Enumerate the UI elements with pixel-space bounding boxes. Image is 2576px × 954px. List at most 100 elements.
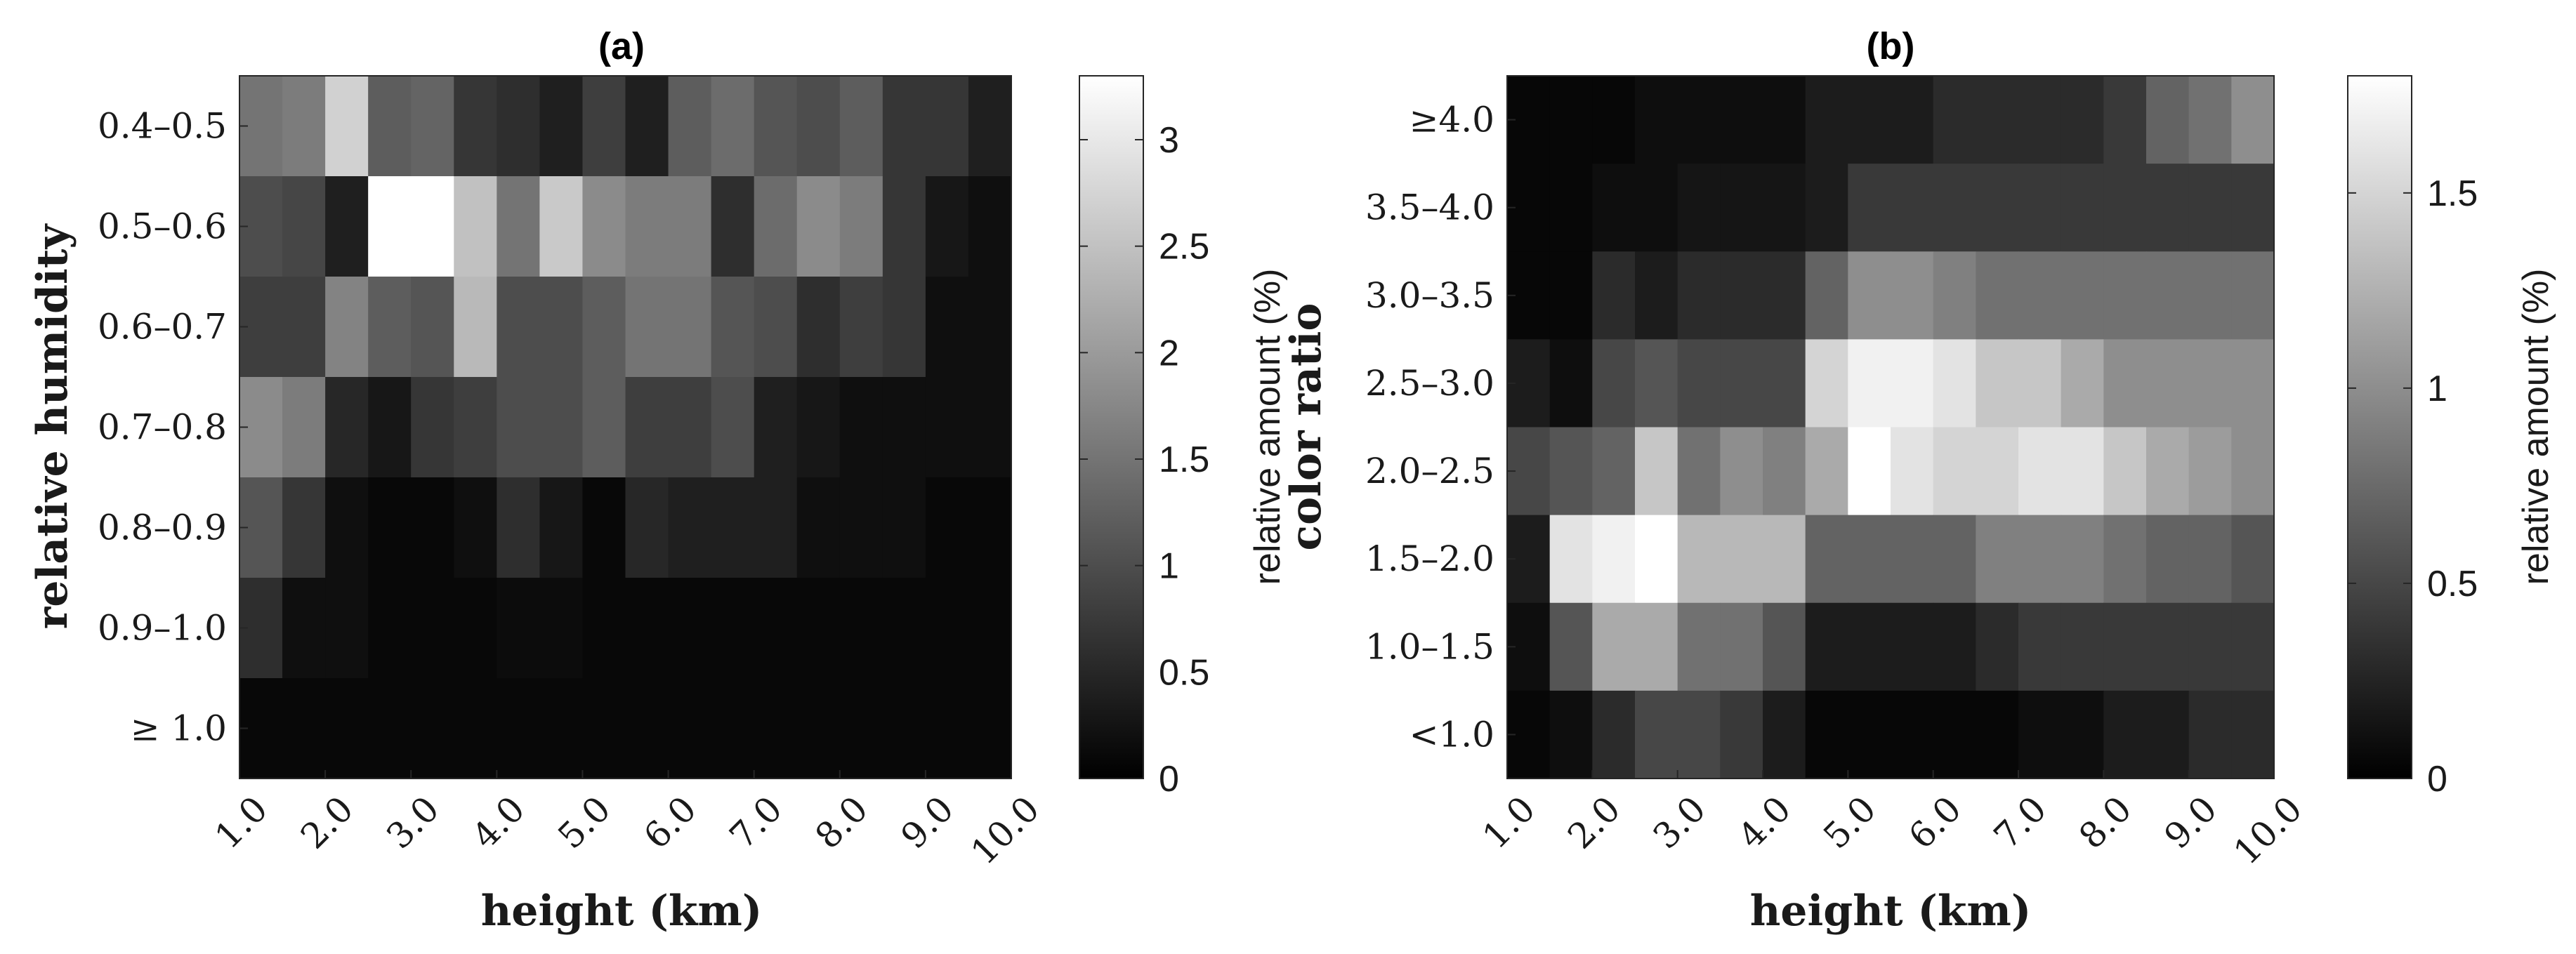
- panel-b-colorbar-label: relative amount (%): [2516, 269, 2556, 585]
- panel-a-cell: [411, 578, 454, 679]
- panel-b-cell: [2103, 339, 2147, 428]
- panel-a-cell: [925, 377, 969, 478]
- panel-b-x-tick-label: 4.0: [1730, 788, 1799, 856]
- panel-a-colorbar-tick-label: 2: [1159, 333, 1179, 373]
- panel-b-cell: [1592, 251, 1636, 340]
- panel-b-cell: [2188, 602, 2232, 691]
- panel-a-cell: [796, 176, 841, 277]
- panel-a-cell: [796, 377, 841, 478]
- panel-b-x-tick-label: 7.0: [1986, 788, 2054, 856]
- panel-b-cell: [1549, 339, 1593, 428]
- panel-a-y-ticks: 0.4–0.5 0.5–0.6 0.6–0.7 0.7–0.8 0.8–0.9 0.9–1…: [98, 106, 248, 749]
- panel-a-y-tick-label: 0.4–0.5: [98, 106, 227, 147]
- panel-a-cell: [968, 277, 1012, 378]
- panel-b-cell: [2018, 339, 2062, 428]
- panel-a-cell: [754, 477, 798, 578]
- panel-a-cell: [454, 578, 497, 679]
- panel-b-cell: [1763, 690, 1806, 779]
- panel-a-x-tick-label: 6.0: [636, 788, 704, 856]
- panel-a-colorbar-ticks: 0 0.5 1 1.5 2 2.5 3: [1079, 120, 1209, 800]
- panel-a-cell: [796, 477, 841, 578]
- panel-a-cell: [882, 176, 926, 277]
- panel-b-cell: [2018, 251, 2062, 340]
- panel-a-cell: [839, 477, 883, 578]
- panel-b-cell: [2061, 515, 2104, 604]
- panel-b-cell: [2146, 76, 2190, 164]
- panel-b-cell: [1763, 76, 1806, 164]
- panel-a-cell: [368, 678, 412, 779]
- panel-b-cell: [2018, 515, 2062, 604]
- panel-b-colorbar-ticks: 0 0.5 1 1.5: [2348, 173, 2478, 800]
- panel-a-cell: [411, 678, 454, 779]
- panel-a-cell: [711, 176, 755, 277]
- panel-a-cell: [582, 176, 626, 277]
- panel-a-cell: [582, 477, 626, 578]
- panel-b-cell: [1720, 602, 1763, 691]
- panel-b-cell: [2188, 251, 2232, 340]
- panel-b-cell: [2188, 76, 2232, 164]
- panel-b-y-axis-label: color ratio: [1282, 303, 1331, 551]
- panel-a-cell: [368, 277, 412, 378]
- panel-b-cell: [1549, 515, 1593, 604]
- panel-a-cell: [497, 277, 540, 378]
- panel-b-y-tick-label: 2.5–3.0: [1365, 363, 1494, 404]
- panel-b-frame: [1506, 75, 2275, 779]
- panel-b-cell: [1677, 251, 1721, 340]
- panel-b-cell: [1933, 339, 1976, 428]
- panel-b-cell: [1549, 76, 1593, 164]
- panel-b-y-ticks: ≥4.0 3.5–4.0 3.0–3.5 2.5–3.0 2.0–2.5 1.5–2.0 1…: [1365, 100, 1516, 755]
- panel-a-cell: [582, 377, 626, 478]
- panel-a-cell: [754, 277, 798, 378]
- panel-b-cell: [2231, 602, 2275, 691]
- panel-b-cell: [2103, 164, 2147, 252]
- panel-b-x-tick-label: 5.0: [1815, 788, 1884, 856]
- panel-b-cell: [1763, 515, 1806, 604]
- panel-b-cell: [1720, 251, 1763, 340]
- panel-b-cell: [1933, 76, 1976, 164]
- panel-b-cell: [1549, 251, 1593, 340]
- panel-a-y-tick-label: 0.9–1.0: [98, 608, 227, 649]
- panel-a-cell: [882, 377, 926, 478]
- panel-a-colorbar-tick-label: 3: [1159, 120, 1179, 161]
- panel-b-colorbar-tick-label: 0.5: [2427, 564, 2478, 604]
- panel-b-cell: [1976, 602, 2019, 691]
- panel-a-cell: [325, 477, 369, 578]
- panel-a-y-tick-label: ≥ 1.0: [131, 708, 227, 749]
- panel-a-cell: [839, 76, 883, 177]
- panel-a-cell: [668, 678, 712, 779]
- panel-a-x-tick-label: 1.0: [207, 788, 275, 856]
- panel-a-cell: [282, 76, 326, 177]
- panel-b-cell: [2146, 515, 2190, 604]
- panel-b-cell: [2018, 427, 2062, 516]
- panel-b-heatmap: [1507, 76, 2275, 779]
- panel-b-cell: [2231, 690, 2275, 779]
- panel-a-cell: [839, 578, 883, 679]
- panel-a-cell: [497, 477, 540, 578]
- panel-b-cell: [1805, 251, 1848, 340]
- panel-a-x-tick-label: 7.0: [722, 788, 790, 856]
- panel-b-y-tick-label: 1.5–2.0: [1365, 538, 1494, 579]
- panel-b-cell: [2146, 427, 2190, 516]
- panel-a-cell: [925, 678, 969, 779]
- panel-a-cell: [368, 76, 412, 177]
- panel-a-cell: [454, 678, 497, 779]
- panel-a-cell: [796, 76, 841, 177]
- panel-a-x-tick-label: 5.0: [550, 788, 618, 856]
- panel-b-cell: [1933, 251, 1976, 340]
- panel-b-cell: [1805, 602, 1848, 691]
- panel-a-cell: [282, 377, 326, 478]
- panel-b-cell: [1635, 515, 1678, 604]
- panel-b-cell: [1763, 339, 1806, 428]
- panel-b-y-tick-label: <1.0: [1409, 714, 1494, 755]
- panel-a-cell: [282, 277, 326, 378]
- panel-a-cell: [839, 176, 883, 277]
- panel-a-cell: [668, 377, 712, 478]
- panel-b-cell: [2103, 602, 2147, 691]
- panel-a-cell: [796, 277, 841, 378]
- panel-a-cell: [796, 578, 841, 679]
- panel-b-cell: [1635, 602, 1678, 691]
- panel-b-x-tick-label: 10.0: [2226, 788, 2311, 873]
- panel-a-cell: [796, 678, 841, 779]
- panel-b-colorbar-tick-label: 1: [2427, 369, 2447, 409]
- panel-a-cell: [968, 377, 1012, 478]
